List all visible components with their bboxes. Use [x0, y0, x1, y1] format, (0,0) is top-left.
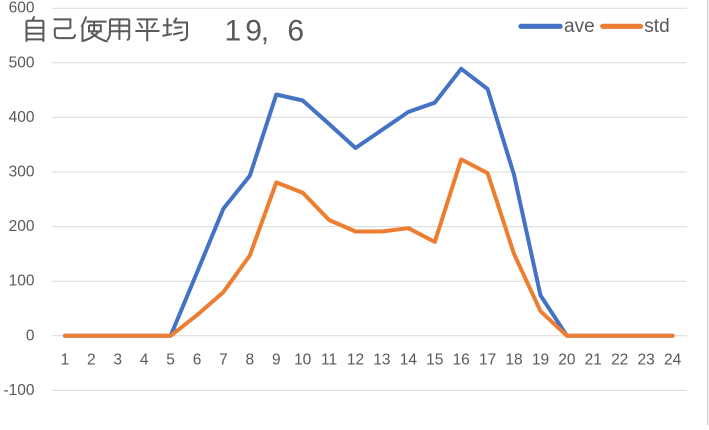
svg-text:ave: ave [564, 16, 595, 37]
svg-text:9: 9 [272, 352, 281, 369]
svg-text:200: 200 [9, 218, 35, 235]
svg-text:11: 11 [321, 352, 337, 369]
svg-text:8: 8 [245, 352, 254, 369]
svg-text:9: 9 [245, 14, 262, 47]
svg-text:13: 13 [373, 352, 390, 369]
svg-text:400: 400 [9, 109, 35, 126]
svg-text:18: 18 [505, 352, 522, 369]
svg-text:23: 23 [637, 352, 654, 369]
svg-text:500: 500 [9, 54, 35, 71]
svg-text:std: std [644, 16, 669, 37]
svg-text:21: 21 [585, 352, 602, 369]
svg-text:20: 20 [558, 352, 576, 369]
svg-text:6: 6 [287, 14, 304, 47]
svg-text:1: 1 [61, 352, 70, 369]
svg-text:7: 7 [219, 352, 228, 369]
svg-text:12: 12 [347, 352, 364, 369]
svg-text:16: 16 [453, 352, 470, 369]
svg-text:4: 4 [140, 352, 149, 369]
svg-text:6: 6 [193, 352, 202, 369]
svg-text:17: 17 [479, 352, 496, 369]
svg-text:22: 22 [611, 352, 628, 369]
svg-text:15: 15 [426, 352, 443, 369]
svg-text:600: 600 [9, 0, 35, 17]
svg-text:100: 100 [9, 273, 35, 290]
svg-text:24: 24 [664, 352, 682, 369]
svg-text:0: 0 [26, 327, 35, 344]
svg-text:19: 19 [532, 352, 549, 369]
svg-text:14: 14 [400, 352, 418, 369]
svg-text:-100: -100 [3, 382, 34, 399]
svg-text:5: 5 [166, 352, 175, 369]
svg-text:3: 3 [113, 352, 122, 369]
svg-text:10: 10 [294, 352, 312, 369]
svg-text:2: 2 [87, 352, 96, 369]
svg-text:,: , [261, 14, 269, 47]
svg-text:1: 1 [225, 14, 242, 47]
svg-text:300: 300 [9, 164, 35, 181]
